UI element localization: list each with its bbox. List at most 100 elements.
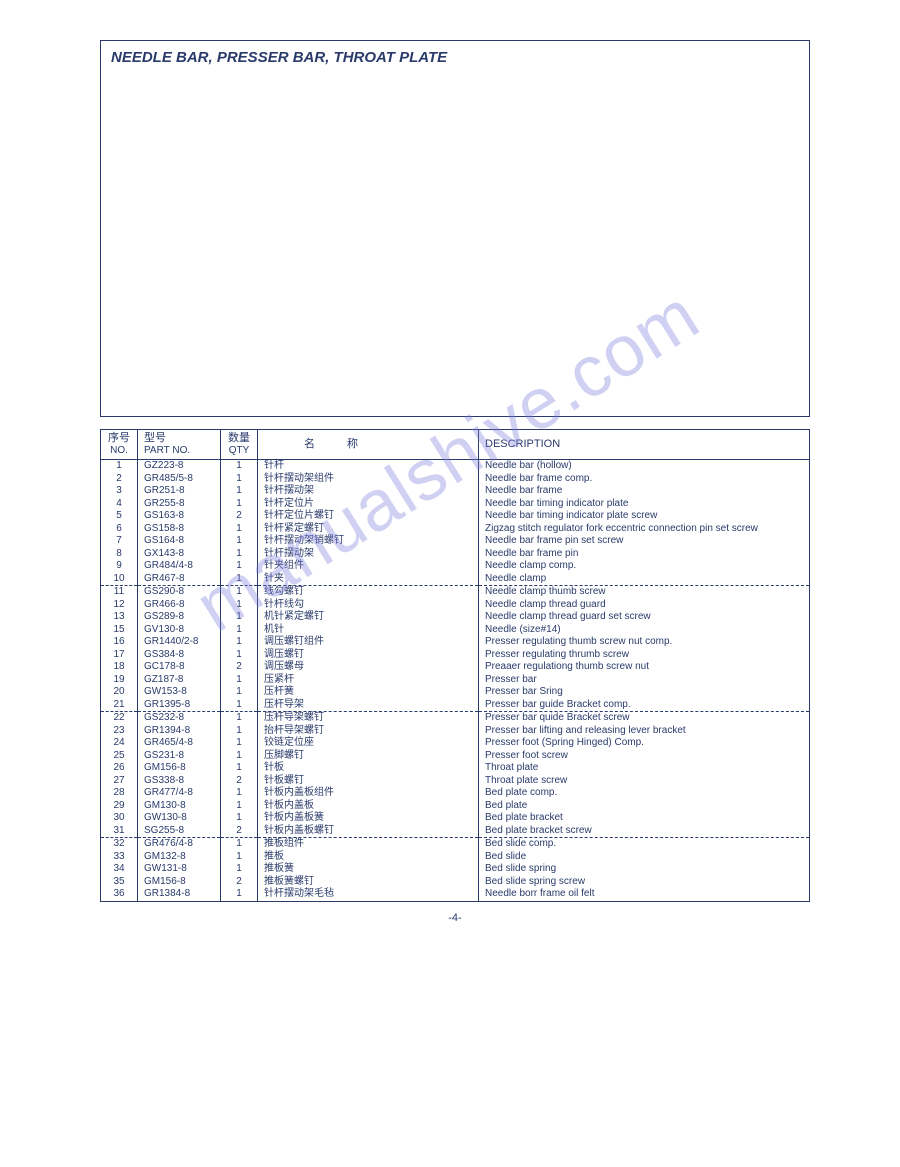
cell: GR1395-8 — [138, 699, 221, 712]
cell: 针夹组件 — [258, 560, 479, 573]
hdr-no: 序号 NO. — [101, 430, 138, 460]
cell: 调压螺钉 — [258, 649, 479, 662]
table-header: 序号 NO. 型号 PART NO. 数量 QTY 名称 — [101, 430, 809, 460]
cell: 22 — [101, 712, 138, 725]
cell: Bed slide spring screw — [479, 876, 810, 889]
page-number: -4- — [100, 912, 810, 924]
parts-table-container: 序号 NO. 型号 PART NO. 数量 QTY 名称 — [100, 429, 810, 902]
cell: Zigzag stitch regulator fork eccentric c… — [479, 523, 810, 536]
table-row: 34GW131-81推板簧Bed slide spring — [101, 863, 809, 876]
cell: 2 — [221, 825, 258, 838]
cell: 针杆摆动架毛毡 — [258, 888, 479, 901]
cell: 5 — [101, 510, 138, 523]
cell: 针杆摆动架销螺钉 — [258, 535, 479, 548]
table-row: 12GR466-81针杆线勾Needle clamp thread guard — [101, 599, 809, 612]
cell: 铰链定位座 — [258, 737, 479, 750]
table-row: 2GR485/5-81针杆摆动架组件Needle bar frame comp. — [101, 473, 809, 486]
table-row: 19GZ187-81压紧杆Presser bar — [101, 674, 809, 687]
cell: 针杆定位片 — [258, 498, 479, 511]
cell: 21 — [101, 699, 138, 712]
cell: 1 — [221, 498, 258, 511]
cell: Needle bar frame pin — [479, 548, 810, 561]
cell: 29 — [101, 800, 138, 813]
cell: 7 — [101, 535, 138, 548]
table-row: 7GS164-81针杆摆动架销螺钉Needle bar frame pin se… — [101, 535, 809, 548]
cell: 线勾螺钉 — [258, 586, 479, 599]
hdr-part: 型号 PART NO. — [138, 430, 221, 460]
table-row: 13GS289-81机针紧定螺钉Needle clamp thread guar… — [101, 611, 809, 624]
cell: 针杆定位片螺钉 — [258, 510, 479, 523]
cell: Preaaer regulationg thumb screw nut — [479, 661, 810, 674]
cell: 1 — [221, 838, 258, 851]
cell: 1 — [221, 851, 258, 864]
table-row: 27GS338-82针板螺钉Throat plate screw — [101, 775, 809, 788]
cell: 1 — [221, 725, 258, 738]
cell: Needle clamp thread guard — [479, 599, 810, 612]
cell: 推板簧 — [258, 863, 479, 876]
table-row: 5GS163-82针杆定位片螺钉Needle bar timing indica… — [101, 510, 809, 523]
table-row: 35GM156-82推板簧螺钉Bed slide spring screw — [101, 876, 809, 889]
cell: 机针紧定螺钉 — [258, 611, 479, 624]
cell: GR465/4-8 — [138, 737, 221, 750]
table-row: 6GS158-81针杆紧定螺钉Zigzag stitch regulator f… — [101, 523, 809, 536]
table-row: 36GR1384-81针杆摆动架毛毡Needle borr frame oil … — [101, 888, 809, 901]
cell: 10 — [101, 573, 138, 586]
cell: 36 — [101, 888, 138, 901]
cell: 1 — [221, 812, 258, 825]
cell: 针板 — [258, 762, 479, 775]
cell: GS338-8 — [138, 775, 221, 788]
cell: Needle clamp comp. — [479, 560, 810, 573]
cell: 18 — [101, 661, 138, 674]
cell: 针杆线勾 — [258, 599, 479, 612]
table-row: 26GM156-81针板Throat plate — [101, 762, 809, 775]
cell: GR484/4-8 — [138, 560, 221, 573]
cell: 3 — [101, 485, 138, 498]
table-body: 1GZ223-81针杆Needle bar (hollow)2GR485/5-8… — [101, 460, 809, 901]
cell: 针夹 — [258, 573, 479, 586]
cell: 调压螺母 — [258, 661, 479, 674]
cell: GS231-8 — [138, 750, 221, 763]
cell: 1 — [221, 800, 258, 813]
cell: 压杆簧 — [258, 686, 479, 699]
cell: Presser regulating thrumb screw — [479, 649, 810, 662]
cell: 针杆摆动架 — [258, 548, 479, 561]
table-row: 32GR476/4-81推板组件Bed slide comp. — [101, 838, 809, 851]
cell: 17 — [101, 649, 138, 662]
cell: GR251-8 — [138, 485, 221, 498]
cell: 23 — [101, 725, 138, 738]
table-row: 11GS290-81线勾螺钉Needle clamp thumb screw — [101, 586, 809, 599]
cell: Throat plate screw — [479, 775, 810, 788]
cell: GS384-8 — [138, 649, 221, 662]
cell: 推板组件 — [258, 838, 479, 851]
table-row: 20GW153-81压杆簧Presser bar Sring — [101, 686, 809, 699]
cell: GM130-8 — [138, 800, 221, 813]
cell: 25 — [101, 750, 138, 763]
cell: 1 — [221, 523, 258, 536]
cell: 11 — [101, 586, 138, 599]
cell: GW153-8 — [138, 686, 221, 699]
cell: 13 — [101, 611, 138, 624]
cell: GS164-8 — [138, 535, 221, 548]
cell: 6 — [101, 523, 138, 536]
cell: 1 — [221, 599, 258, 612]
table-row: 15GV130-81机针Needle (size#14) — [101, 624, 809, 637]
cell: 4 — [101, 498, 138, 511]
cell: 8 — [101, 548, 138, 561]
table-row: 22GS232-81压杆导架螺钉Presser bar quide Bracke… — [101, 712, 809, 725]
cell: 压紧杆 — [258, 674, 479, 687]
cell: 19 — [101, 674, 138, 687]
cell: Bed plate — [479, 800, 810, 813]
parts-table: 序号 NO. 型号 PART NO. 数量 QTY 名称 — [101, 430, 809, 901]
table-row: 17GS384-81调压螺钉Presser regulating thrumb … — [101, 649, 809, 662]
cell: GR477/4-8 — [138, 787, 221, 800]
cell: 1 — [221, 573, 258, 586]
table-row: 31SG255-82针板内盖板螺钉Bed plate bracket screw — [101, 825, 809, 838]
cell: Presser bar — [479, 674, 810, 687]
table-row: 28GR477/4-81针板内盖板组件Bed plate comp. — [101, 787, 809, 800]
cell: 1 — [221, 485, 258, 498]
cell: GR476/4-8 — [138, 838, 221, 851]
cell: Bed plate bracket — [479, 812, 810, 825]
cell: 1 — [221, 548, 258, 561]
cell: Bed plate comp. — [479, 787, 810, 800]
cell: 2 — [221, 510, 258, 523]
